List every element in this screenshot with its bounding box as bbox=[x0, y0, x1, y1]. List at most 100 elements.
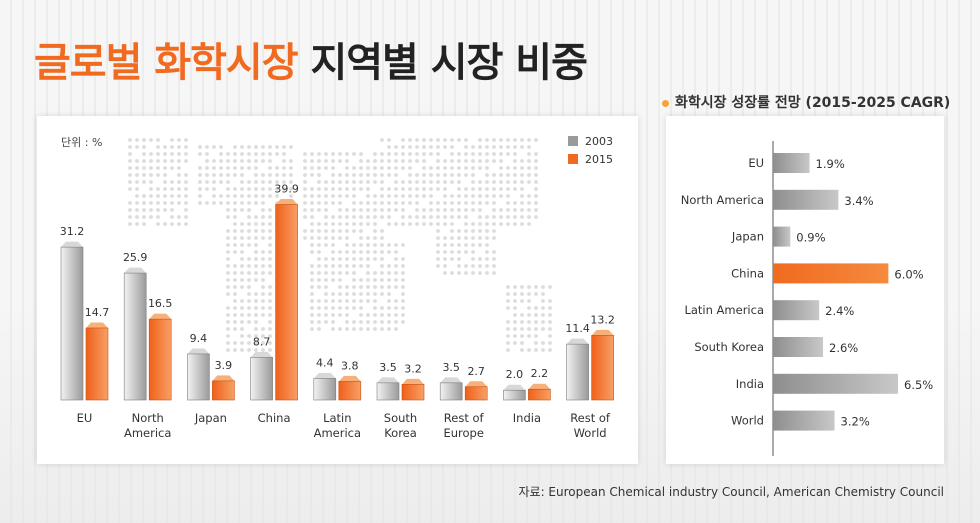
bar-top-2003-0 bbox=[61, 241, 83, 248]
bar-top-2015-0 bbox=[86, 322, 108, 328]
hbar-value-label-6: 6.5% bbox=[904, 378, 933, 392]
bar-value-label-2003-7: 2.0 bbox=[506, 368, 524, 381]
bar-2003-6 bbox=[439, 382, 463, 401]
hbar-2 bbox=[773, 226, 791, 247]
hbar-value-label-5: 2.6% bbox=[829, 341, 858, 355]
bar-value-label-2003-0: 31.2 bbox=[60, 225, 85, 238]
hbar-category-label-4: Latin America bbox=[684, 303, 764, 317]
hbar-category-label-0: EU bbox=[748, 156, 764, 170]
bar-top-2003-2 bbox=[187, 348, 210, 354]
bar-value-label-2015-8: 13.2 bbox=[590, 313, 615, 326]
hbar-category-label-5: South Korea bbox=[694, 340, 764, 354]
bar-2015-4 bbox=[338, 381, 362, 401]
category-label-4-1: America bbox=[314, 426, 361, 440]
bar-2015-6 bbox=[464, 386, 488, 401]
unit-label: 단위 : % bbox=[61, 136, 102, 149]
bar-2015-0 bbox=[85, 327, 109, 401]
bar-value-label-2003-3: 8.7 bbox=[253, 335, 271, 348]
bar-top-2003-7 bbox=[503, 384, 526, 391]
bar-2003-8 bbox=[566, 343, 589, 401]
right-chart-title: 화학시장 성장률 전망 (2015-2025 CAGR) bbox=[675, 95, 951, 111]
bar-2003-4 bbox=[313, 378, 337, 401]
bar-top-2015-7 bbox=[528, 383, 551, 390]
category-label-4-0: Latin bbox=[323, 411, 351, 425]
category-label-2-0: Japan bbox=[194, 411, 227, 425]
bar-2003-7 bbox=[503, 389, 526, 401]
hbar-category-label-2: Japan bbox=[731, 230, 764, 244]
category-label-5-1: Korea bbox=[384, 426, 417, 440]
hbar-value-label-1: 3.4% bbox=[844, 194, 873, 208]
hbar-0 bbox=[773, 153, 810, 173]
bar-2003-1 bbox=[123, 272, 147, 401]
bar-top-2003-8 bbox=[566, 338, 589, 345]
bar-2015-3 bbox=[275, 204, 298, 401]
category-label-0-0: EU bbox=[77, 411, 93, 425]
bar-value-label-2015-4: 3.8 bbox=[341, 359, 359, 372]
bar-value-label-2015-7: 2.2 bbox=[531, 367, 549, 380]
bar-top-2003-6 bbox=[440, 377, 463, 383]
title-rest: 지역별 시장 비중 bbox=[297, 40, 587, 86]
hbar-category-label-6: India bbox=[736, 377, 764, 391]
bar-2003-5 bbox=[376, 382, 400, 401]
bar-value-label-2003-8: 11.4 bbox=[565, 322, 590, 335]
hbar-value-label-3: 6.0% bbox=[894, 267, 923, 281]
category-label-1-0: North bbox=[132, 411, 164, 425]
bar-value-label-2003-5: 3.5 bbox=[379, 361, 397, 374]
category-label-6-1: Europe bbox=[443, 426, 483, 440]
hbar-category-label-7: World bbox=[731, 414, 764, 428]
bar-top-2003-1 bbox=[124, 267, 147, 274]
category-label-1-1: America bbox=[124, 426, 171, 440]
bar-top-2015-6 bbox=[465, 381, 488, 387]
bar-top-2003-4 bbox=[313, 372, 336, 379]
hbar-1 bbox=[773, 189, 839, 210]
hbar-6 bbox=[773, 373, 898, 394]
bar-value-label-2003-6: 3.5 bbox=[442, 361, 460, 374]
source-note: 자료: European Chemical industry Council, … bbox=[518, 485, 944, 499]
bar-2003-3 bbox=[250, 357, 273, 401]
bar-top-2015-4 bbox=[338, 375, 361, 382]
hbar-value-label-4: 2.4% bbox=[825, 304, 854, 318]
hbar-category-label-1: North America bbox=[681, 193, 764, 207]
world-map-dots bbox=[128, 138, 552, 352]
legend-label-2015: 2015 bbox=[585, 153, 613, 166]
bar-2015-2 bbox=[212, 380, 235, 401]
bar-2015-8 bbox=[591, 335, 614, 401]
hbar-7 bbox=[773, 410, 835, 431]
bar-2015-7 bbox=[528, 388, 551, 401]
bar-top-2015-1 bbox=[149, 313, 172, 320]
bar-value-label-2015-5: 3.2 bbox=[404, 362, 422, 375]
bar-2015-5 bbox=[401, 384, 425, 401]
category-label-7-0: India bbox=[513, 411, 541, 425]
page-title: 글로벌 화학시장 지역별 시장 비중 bbox=[34, 30, 588, 88]
regional-share-chart: 단위 : % 2003201531.214.7EU25.916.5NorthAme… bbox=[60, 135, 615, 440]
growth-outlook-chart: EU 1.9% North America 3.4% Japan 0.9% China 6.0… bbox=[681, 141, 933, 456]
hbar-4 bbox=[773, 300, 820, 321]
category-label-6-0: Rest of bbox=[444, 411, 485, 425]
bar-value-label-2003-1: 25.9 bbox=[123, 251, 148, 264]
hbar-3 bbox=[773, 263, 889, 284]
bar-2003-2 bbox=[187, 353, 210, 401]
bar-2015-1 bbox=[148, 318, 172, 401]
bar-top-2015-2 bbox=[212, 375, 235, 381]
category-label-8-1: World bbox=[574, 426, 607, 440]
bar-value-label-2015-1: 16.5 bbox=[148, 297, 173, 310]
bar-value-label-2015-6: 2.7 bbox=[467, 365, 485, 378]
hbar-value-label-7: 3.2% bbox=[841, 415, 870, 429]
regional-share-chart-panel: 단위 : % 2003 2015 31.2 14.7 EU 25.9 16.5 North Ame… bbox=[37, 116, 638, 464]
bar-top-2003-3 bbox=[250, 351, 273, 358]
category-label-5-0: South bbox=[384, 411, 417, 425]
title-highlight: 글로벌 화학시장 bbox=[34, 40, 299, 86]
bar-top-2015-8 bbox=[591, 329, 614, 336]
hbar-category-label-3: China bbox=[731, 266, 764, 280]
bar-2003-0 bbox=[60, 246, 84, 401]
bar-value-label-2003-2: 9.4 bbox=[190, 332, 208, 345]
right-chart-header: 화학시장 성장률 전망 (2015-2025 CAGR) bbox=[662, 92, 950, 112]
growth-outlook-chart-panel: EU 1.9% North America 3.4% Japan 0.9% China 6.0… bbox=[666, 116, 944, 464]
bar-top-2015-5 bbox=[402, 378, 424, 385]
bullet-dot-icon bbox=[662, 99, 669, 107]
bar-value-label-2015-0: 14.7 bbox=[85, 306, 110, 319]
bar-value-label-2015-2: 3.9 bbox=[215, 359, 233, 372]
category-label-3-0: China bbox=[258, 411, 291, 425]
legend-swatch-2003 bbox=[568, 136, 578, 146]
hbar-5 bbox=[773, 337, 823, 357]
